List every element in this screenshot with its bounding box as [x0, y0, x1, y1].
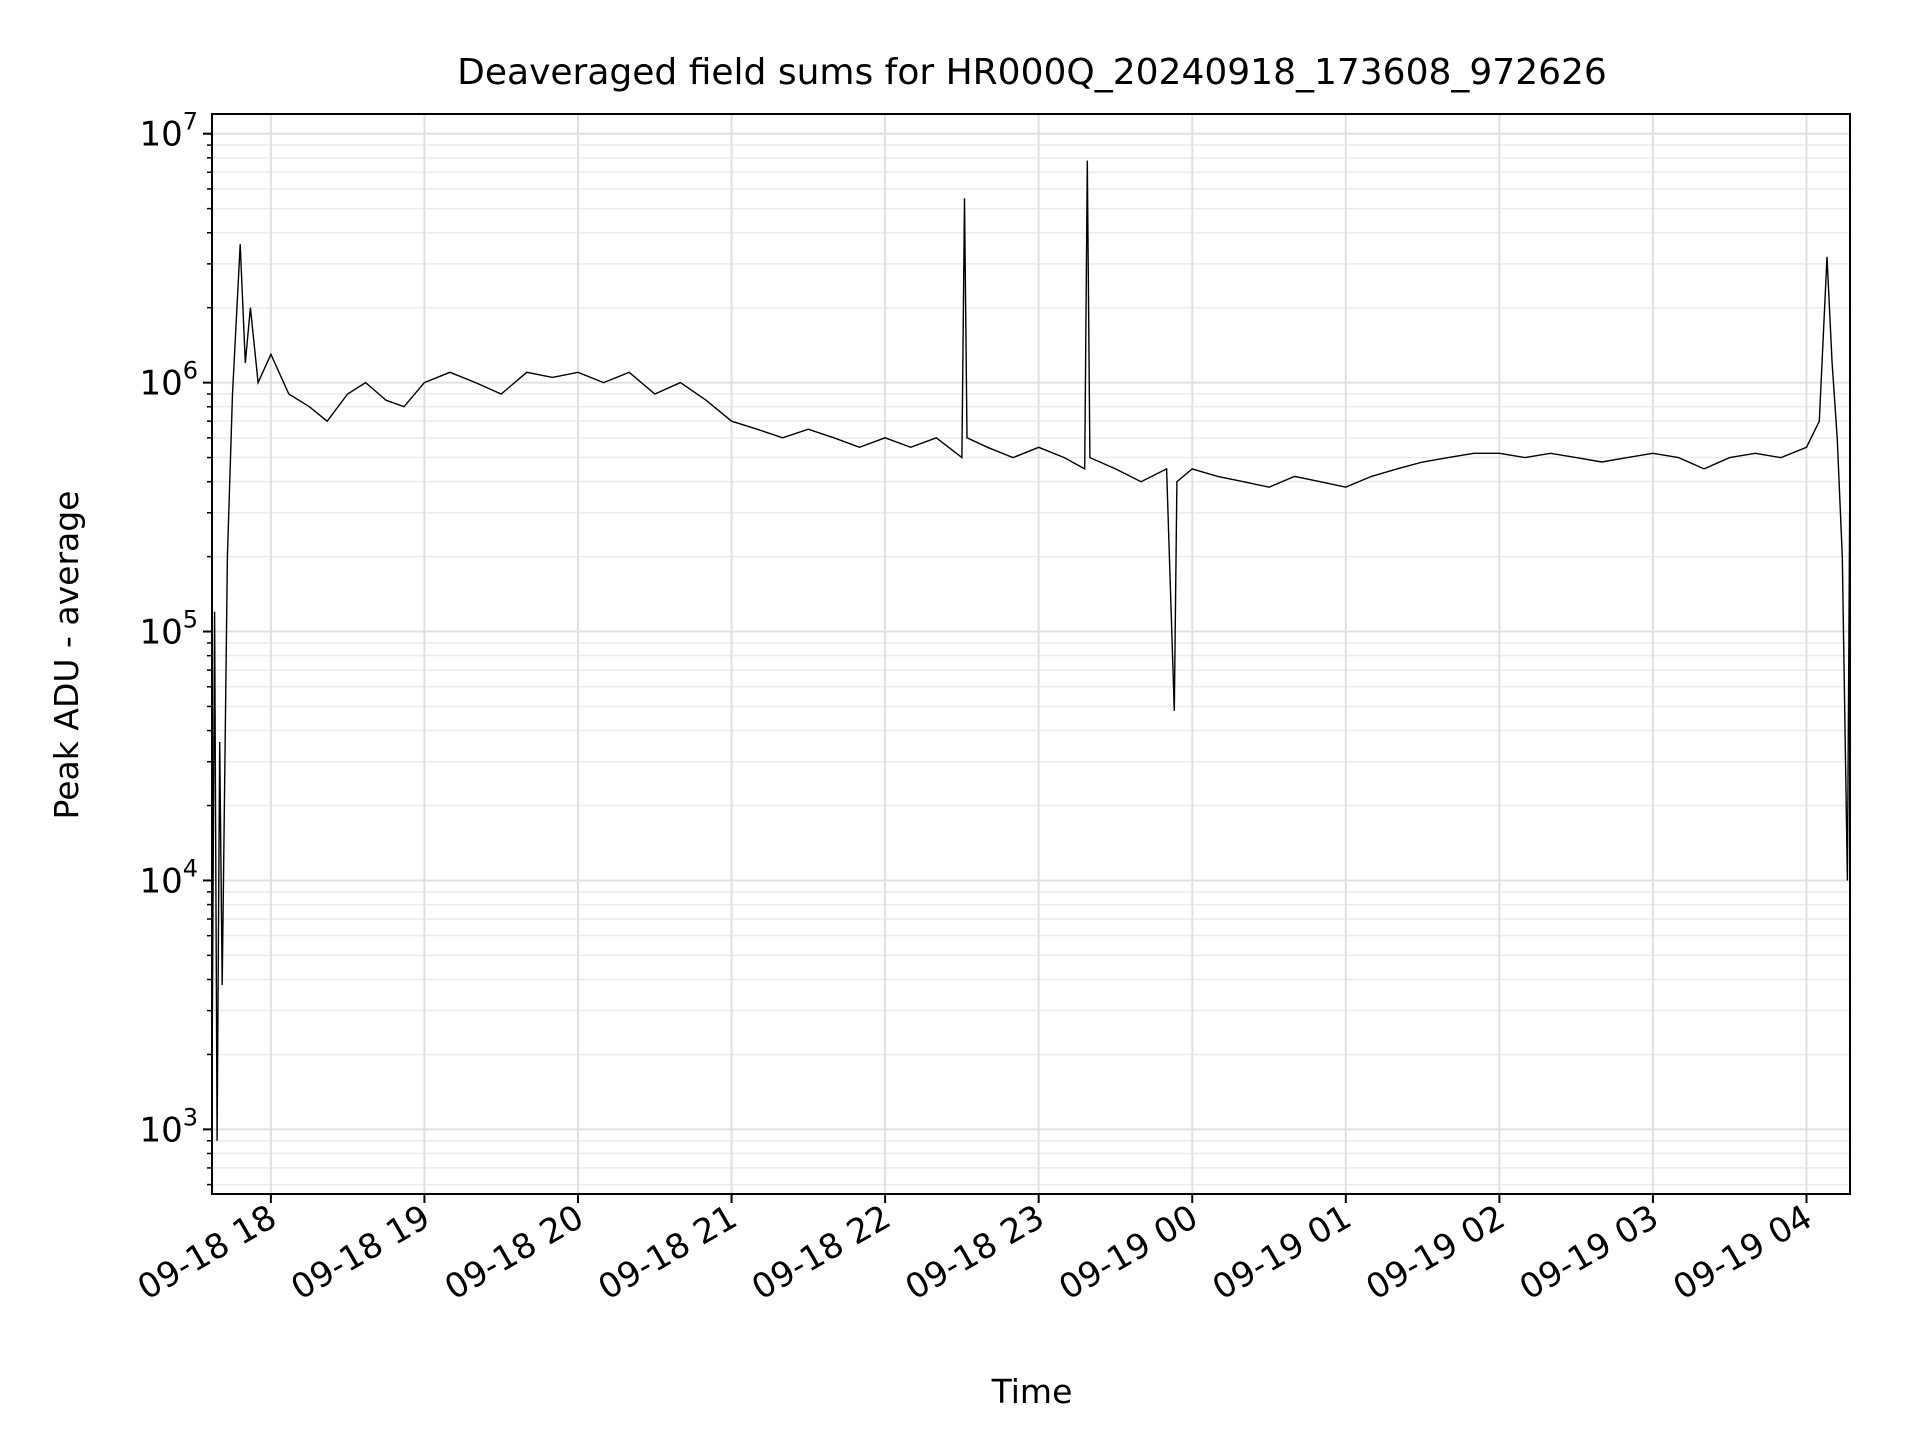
y-tick-exponent: 6: [183, 357, 198, 385]
plot-area-frame: [211, 113, 1851, 1195]
y-tick-label: 103: [139, 1103, 198, 1150]
x-axis-label: Time: [991, 1372, 1073, 1411]
y-tick-base: 10: [139, 861, 182, 901]
y-tick-base: 10: [139, 115, 182, 155]
y-tick-exponent: 7: [183, 108, 198, 136]
y-tick-exponent: 4: [183, 854, 198, 882]
y-tick-label: 105: [139, 606, 198, 653]
series-layer: [211, 160, 1851, 1141]
y-tick-base: 10: [139, 613, 182, 653]
series-line-0: [211, 160, 1851, 1141]
y-tick-base: 10: [139, 1110, 182, 1150]
y-tick-exponent: 3: [183, 1103, 198, 1131]
grid: [212, 114, 1850, 1194]
y-tick-label: 104: [139, 854, 198, 901]
y-axis-label: Peak ADU - average: [47, 491, 86, 820]
y-tick-label: 107: [139, 108, 198, 155]
y-tick-base: 10: [139, 364, 182, 404]
y-tick-exponent: 5: [183, 606, 198, 634]
chart-title: Deaveraged field sums for HR000Q_2024091…: [457, 52, 1607, 93]
y-tick-label: 106: [139, 357, 198, 404]
